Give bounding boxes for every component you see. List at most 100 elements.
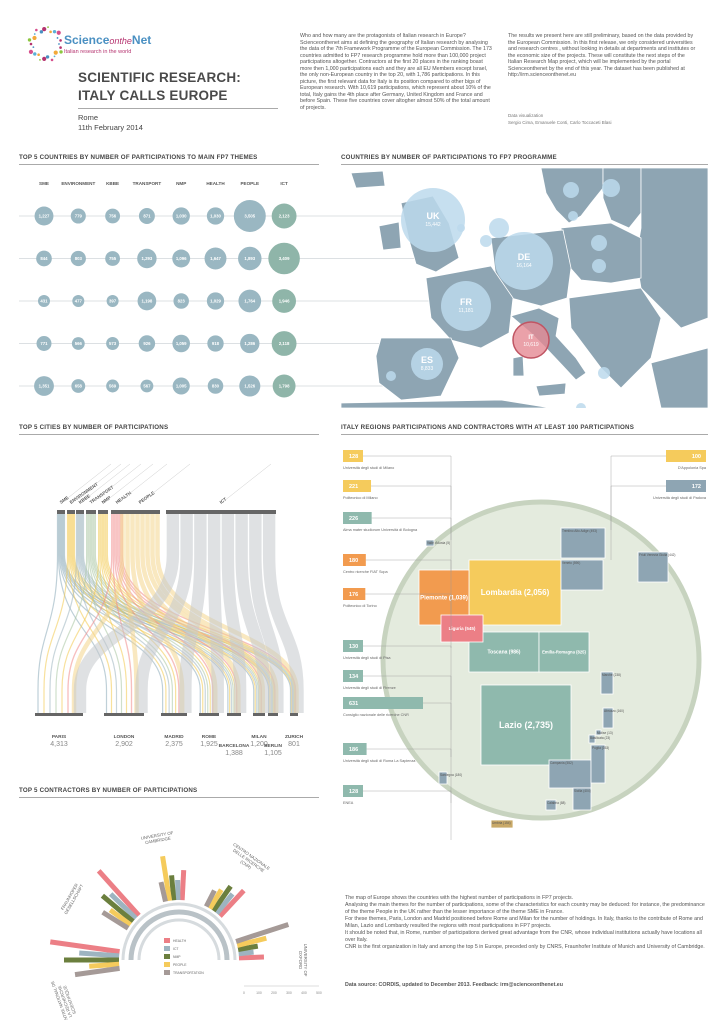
radial-ring: [137, 918, 221, 961]
logo-dot: [32, 46, 35, 49]
theme-bubble: [271, 203, 297, 229]
city-theme-guide: [82, 463, 131, 502]
city-theme-guide: [119, 463, 168, 502]
logo-dot: [53, 50, 58, 55]
theme-bubble-label: 844: [40, 256, 48, 261]
theme-bubble-label: 1,647: [210, 256, 221, 261]
city-flow: [89, 514, 209, 713]
city-theme-bar: [120, 510, 160, 514]
logo-dot: [47, 26, 49, 29]
theme-bubble: [138, 208, 155, 224]
section-line-map: [341, 164, 708, 165]
theme-bubble-label: 755: [109, 256, 117, 261]
logo-dot: [32, 35, 37, 41]
contractor-name: Alma mater studiorum Università di Bolog…: [343, 528, 418, 532]
logo-title-a: Science: [64, 33, 110, 47]
map-country-code: ES: [421, 355, 433, 365]
footer-paragraph-2: Analysing the main themes for the number…: [345, 902, 705, 915]
city-name: BERLIN: [264, 743, 282, 749]
logo-dot: [56, 30, 61, 35]
contractor-bar: [214, 892, 235, 915]
theme-bubble-label: 1,198: [142, 299, 153, 304]
region-label: Marche (238): [602, 673, 621, 677]
notes-text: The results we present here are still pr…: [508, 33, 696, 78]
theme-bubble: [36, 336, 52, 351]
section-title-themes: TOP 5 COUNTRIES BY NUMBER OF PARTICIPATI…: [19, 154, 258, 161]
logo-dot: [39, 58, 41, 61]
theme-bubble-label: 1,526: [244, 384, 255, 389]
city-flow: [100, 514, 177, 713]
region-label: Lazio (2,735): [499, 720, 553, 730]
contractor-bar: [211, 884, 233, 913]
map-bubble-it: [512, 321, 550, 359]
theme-bubble: [71, 379, 86, 393]
logo-dot: [39, 30, 44, 34]
city-value: 801: [288, 741, 300, 748]
credits-label: Data visualization: [508, 113, 544, 118]
theme-bubble-label: 1,030: [176, 214, 187, 219]
contractor-bar: [96, 869, 141, 918]
radial-axis-tick: 200: [271, 991, 277, 995]
contractor-label: FRAUNHOFERGESELLSCHAFT: [59, 880, 85, 915]
contractor-name: Politecnico di Torino: [343, 604, 377, 608]
legend-swatch: [164, 938, 170, 943]
contractor-value: 100: [692, 454, 701, 460]
contractor-label-line: UNIVERSITY OF: [140, 830, 174, 841]
theme-bubble: [172, 377, 190, 395]
city-flow: [249, 514, 284, 713]
contractor-label-group: UNIVERSITY OFOXFORD: [298, 944, 308, 977]
region-block: [480, 684, 572, 766]
contractor-label-group: FRAUNHOFERGESELLSCHAFT: [59, 880, 85, 916]
region-block: [545, 799, 557, 811]
section-line-contractors: [19, 797, 319, 798]
contractor-value: 176: [349, 592, 358, 598]
theme-bubble: [34, 376, 54, 396]
city-flow: [71, 514, 125, 713]
logo-dot: [45, 55, 50, 59]
map-bubble-uk: [401, 188, 465, 252]
map-country-value: 15,442: [425, 222, 441, 228]
city-theme-guide: [142, 463, 191, 502]
theme-bubble-label: 803: [75, 256, 83, 261]
contractor-label: UNIVERSITY OFCAMBRIDGE: [140, 830, 174, 846]
city-flow: [179, 514, 207, 713]
region-block: [560, 527, 606, 559]
city-theme-label: KBBE: [78, 493, 91, 504]
city-bar: [290, 713, 298, 716]
radial-ring: [121, 902, 237, 961]
theme-bubble: [268, 242, 300, 275]
theme-bubble-label: 1,029: [210, 299, 221, 304]
contractor-value-box: [666, 480, 706, 492]
contractor-value: 134: [349, 674, 359, 680]
contractor-bar: [204, 889, 217, 908]
footer-paragraph-1: The map of Europe shows the countries wi…: [345, 895, 574, 901]
theme-bubble: [206, 292, 225, 310]
theme-bubble: [71, 337, 85, 350]
region-block: [468, 559, 562, 626]
city-bar: [35, 713, 83, 716]
logo-title-c: Net: [131, 33, 152, 47]
theme-bubble: [206, 207, 225, 225]
contractor-label-line: (CNR): [239, 859, 252, 870]
city-theme-bar: [86, 510, 96, 514]
theme-bubble: [106, 337, 120, 350]
region-block: [637, 551, 669, 583]
city-flow: [221, 514, 247, 713]
region-block: [548, 759, 592, 789]
city-name: MADRID: [164, 734, 184, 740]
theme-bubble: [105, 208, 121, 224]
map-bubble-small: [386, 371, 396, 381]
region-label: Valle d'Aosta (5): [427, 541, 450, 545]
theme-bubble-label: 1,946: [279, 299, 290, 304]
contractor-leader: [371, 517, 452, 572]
theme-bubble: [271, 331, 297, 356]
theme-bubble-label: 871: [143, 214, 151, 219]
contractor-bar: [101, 910, 130, 931]
theme-bubble-label: 1,798: [279, 384, 290, 389]
theme-bubble-label: 567: [143, 384, 151, 389]
map-country-code: UK: [427, 211, 440, 221]
region-label: Liguria (545): [449, 626, 476, 631]
contractor-value-box: [343, 480, 372, 492]
